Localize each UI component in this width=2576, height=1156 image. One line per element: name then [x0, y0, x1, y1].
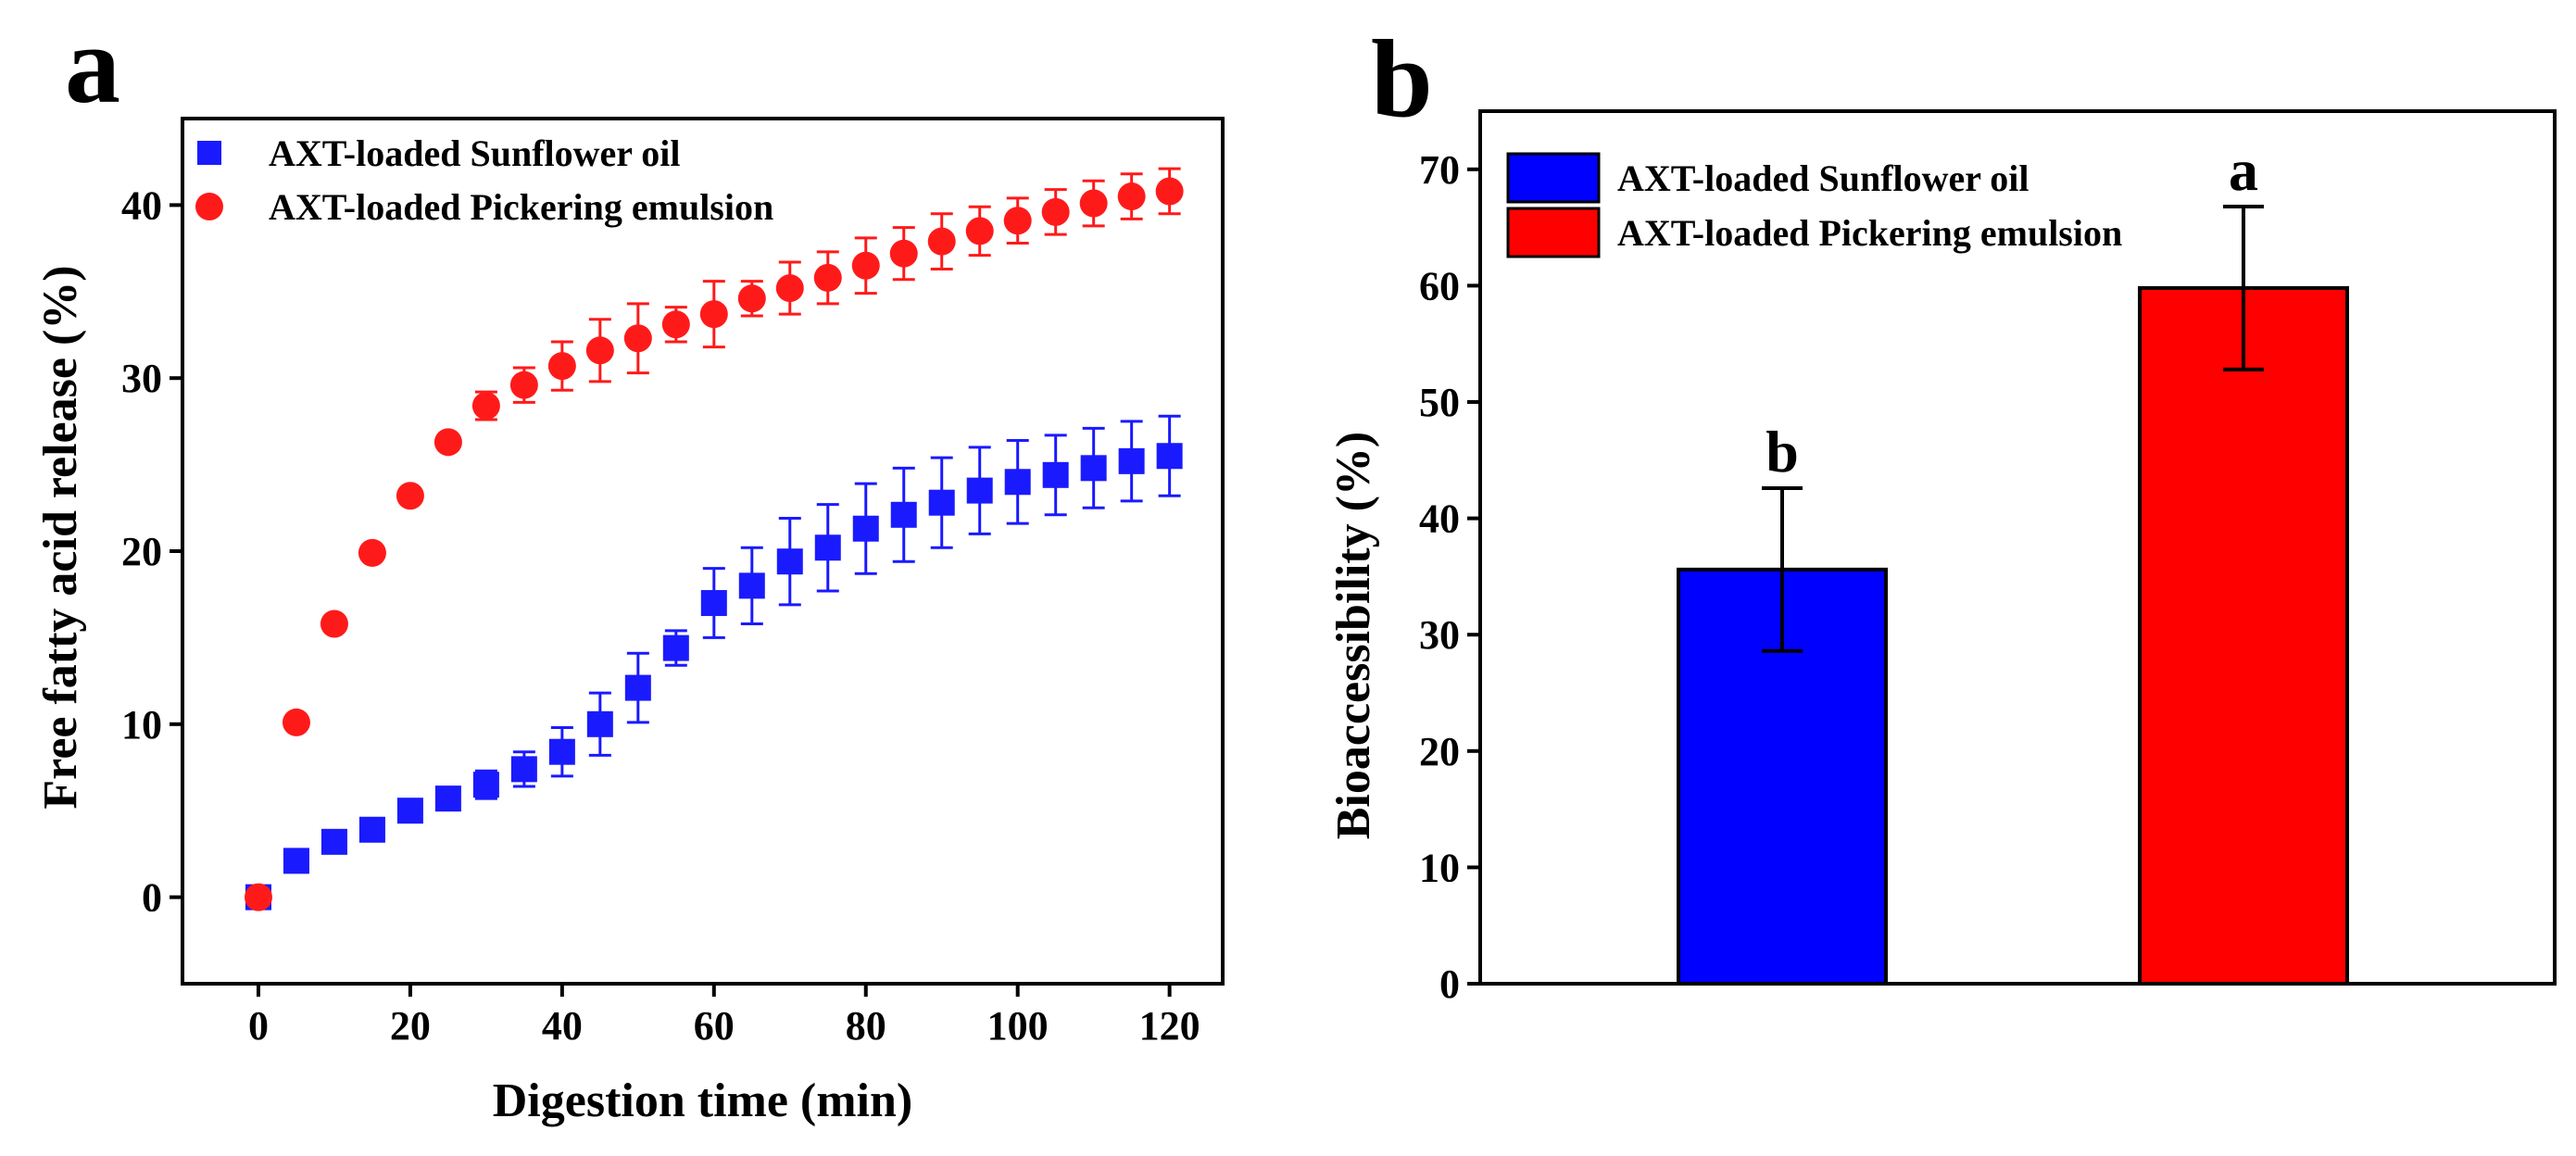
- series-sunflower-oil: [245, 414, 1183, 911]
- data-point: [1118, 447, 1145, 474]
- legend-label: AXT-loaded Sunflower oil: [269, 132, 681, 174]
- data-point: [434, 428, 462, 457]
- x-axis-title: Digestion time (min): [493, 1074, 912, 1127]
- y-axis-title: Free fatty acid release (%): [34, 265, 87, 809]
- y-tick-label: 40: [121, 182, 162, 228]
- data-point: [927, 227, 956, 256]
- data-point: [738, 572, 765, 599]
- data-point: [661, 310, 690, 339]
- panel-b-plot-frame: [1478, 109, 2557, 986]
- data-point: [623, 324, 652, 353]
- y-axis-title: Bioaccessibility (%): [1327, 432, 1380, 840]
- data-point: [1117, 182, 1146, 211]
- data-point: [852, 515, 879, 542]
- y-tick-label: 30: [121, 356, 162, 401]
- data-point: [283, 848, 309, 874]
- data-point: [1079, 189, 1108, 218]
- data-point: [586, 710, 613, 737]
- data-point: [1042, 461, 1069, 488]
- x-tick-label: 80: [846, 1003, 886, 1049]
- data-point: [1155, 177, 1184, 206]
- data-point: [510, 756, 537, 783]
- data-point: [358, 538, 386, 567]
- x-tick-label: 40: [542, 1003, 583, 1049]
- data-point: [775, 274, 804, 303]
- legend-label: AXT-loaded Pickering emulsion: [1617, 212, 2122, 254]
- data-point: [890, 501, 917, 528]
- panel-a-label: a: [65, 3, 120, 126]
- y-tick-label: 0: [1439, 961, 1460, 1007]
- data-point: [282, 708, 310, 736]
- data-point: [889, 239, 918, 268]
- significance-letter: a: [2229, 137, 2258, 203]
- data-point: [1080, 455, 1107, 482]
- x-tick-label: 60: [694, 1003, 735, 1049]
- data-point: [1156, 443, 1183, 470]
- y-tick-label: 70: [1419, 147, 1460, 193]
- bar-pickering-emulsion: [2138, 285, 2349, 986]
- y-tick-label: 20: [121, 529, 162, 574]
- legend-swatch: [1506, 152, 1601, 204]
- data-point: [434, 785, 461, 812]
- y-tick-label: 50: [1419, 380, 1460, 425]
- legend-marker-square: [197, 141, 221, 165]
- data-point: [700, 590, 727, 617]
- y-tick-label: 20: [1419, 729, 1460, 774]
- y-tick-label: 10: [121, 702, 162, 748]
- legend-swatch: [1506, 207, 1601, 258]
- x-tick-label: 20: [390, 1003, 431, 1049]
- legend-label: AXT-loaded Sunflower oil: [1617, 157, 2029, 199]
- data-point: [851, 251, 880, 280]
- series-pickering-emulsion: [244, 167, 1184, 911]
- y-tick-label: 30: [1419, 612, 1460, 658]
- data-point: [547, 352, 576, 381]
- data-point: [966, 477, 993, 504]
- data-point: [472, 772, 499, 798]
- data-point: [320, 609, 348, 638]
- data-point: [320, 828, 347, 855]
- data-point: [624, 674, 651, 701]
- data-point: [548, 738, 575, 765]
- data-point: [1004, 469, 1031, 496]
- data-point: [509, 371, 538, 399]
- y-tick-label: 40: [1419, 496, 1460, 542]
- x-tick-label: 120: [1139, 1003, 1200, 1049]
- data-point: [813, 263, 842, 292]
- data-point: [776, 548, 803, 575]
- data-point: [585, 336, 614, 365]
- data-point: [965, 217, 994, 245]
- panel-b-label: b: [1371, 17, 1433, 140]
- data-point: [699, 300, 728, 329]
- legend-marker-circle: [195, 193, 223, 220]
- panel-b-bar-chart: b 0 10 20 30 40 50 60 70 Bioaccessibility (%) b a AX…: [1327, 17, 2557, 1007]
- panel-a-scatter-chart: a 0 20 40 60 80 100 120 0 10 20 30 40 Digestion time …: [34, 3, 1225, 1127]
- data-point: [396, 482, 424, 510]
- data-point: [928, 489, 955, 516]
- legend-label: AXT-loaded Pickering emulsion: [269, 186, 773, 228]
- y-tick-label: 10: [1419, 845, 1460, 890]
- data-point: [396, 798, 423, 824]
- data-point: [662, 635, 689, 661]
- x-tick-label: 100: [987, 1003, 1049, 1049]
- x-tick-label: 0: [248, 1003, 269, 1049]
- data-point: [814, 534, 841, 561]
- y-tick-label: 0: [142, 875, 162, 921]
- data-point: [244, 883, 272, 911]
- y-tick-label: 60: [1419, 263, 1460, 308]
- data-point: [1041, 197, 1070, 226]
- data-point: [1003, 207, 1032, 235]
- data-point: [737, 284, 766, 313]
- data-point: [471, 392, 500, 421]
- significance-letter: b: [1766, 419, 1799, 484]
- data-point: [358, 816, 385, 843]
